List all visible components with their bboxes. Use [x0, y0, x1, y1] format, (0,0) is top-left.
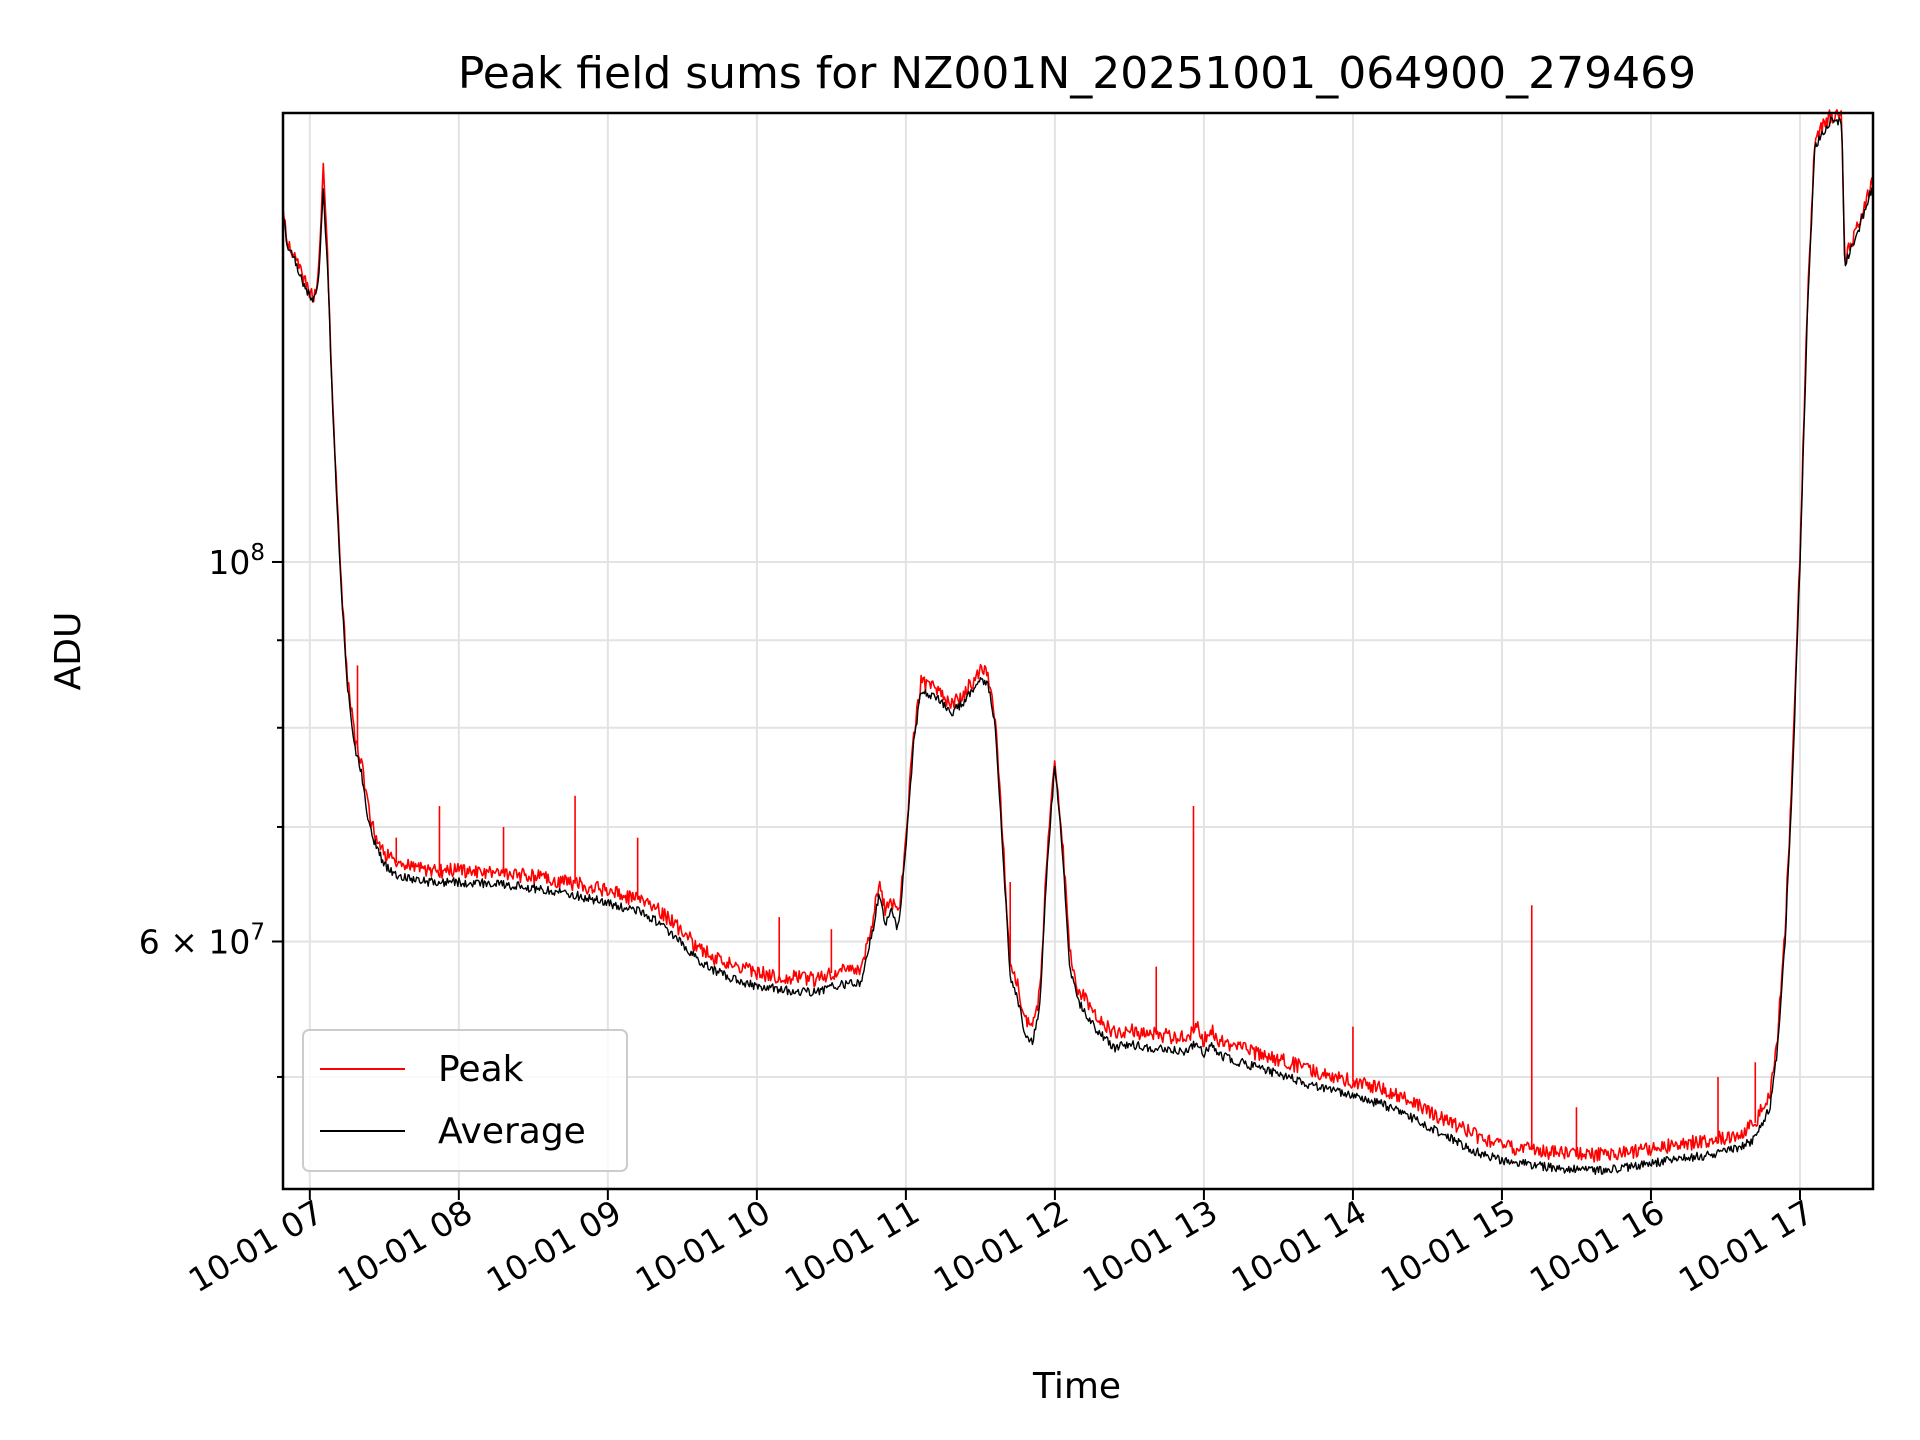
legend-label-peak: Peak [438, 1049, 524, 1090]
series-line-average [282, 116, 1874, 1175]
y-tick-exponent: 8 [250, 540, 265, 566]
series-line-peak [282, 109, 1874, 1163]
legend-label-average: Average [438, 1111, 586, 1152]
grid [283, 113, 1873, 1189]
legend-box [302, 1029, 628, 1172]
plot-series [282, 109, 1874, 1175]
x-axis-label: Time [1032, 1366, 1121, 1407]
y-axis-label: ADU [48, 612, 89, 691]
y-tick-label: 6 × 107 [139, 919, 265, 961]
legend: Peak Average [302, 1029, 628, 1172]
plot-frame [281, 111, 1875, 1191]
y-tick-exponent: 7 [250, 919, 265, 945]
chart-title: Peak field sums for NZ001N_20251001_0649… [458, 48, 1696, 99]
